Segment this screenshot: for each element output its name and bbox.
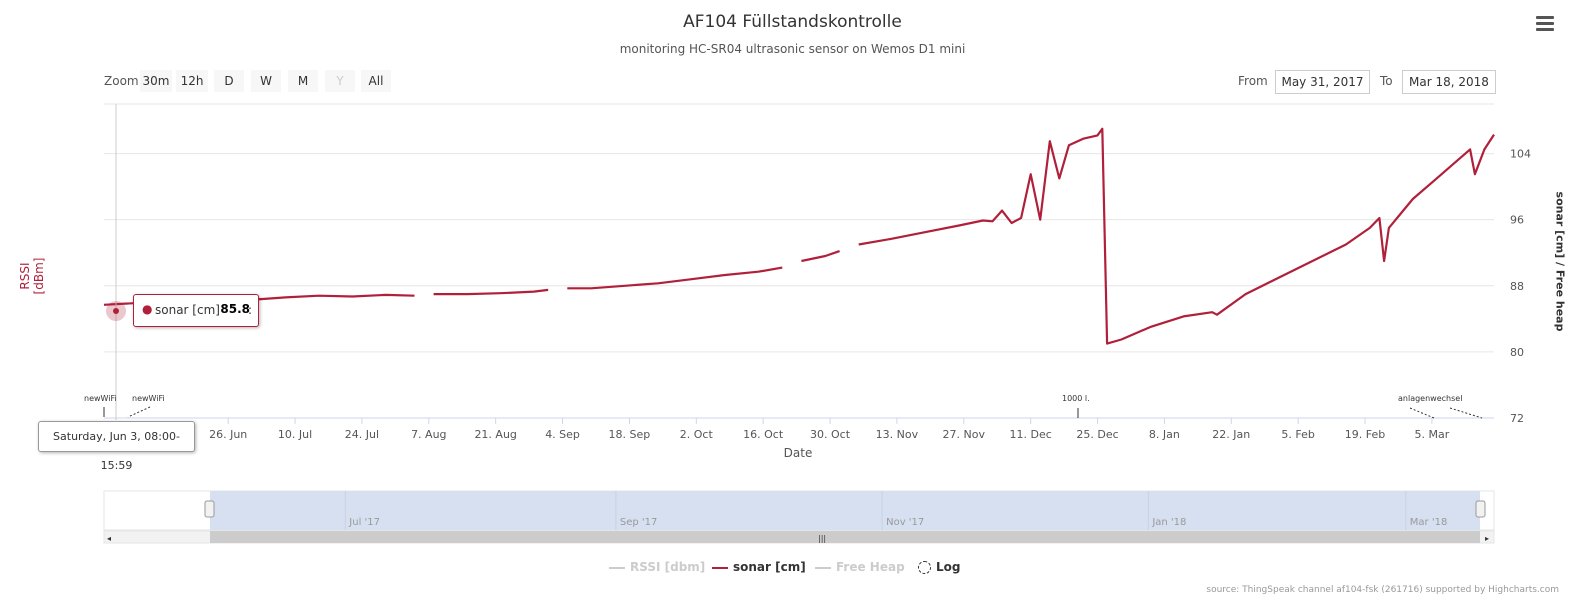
flag-newwifi-2: newWiFi [132,394,165,403]
zoom-button-30m[interactable]: 30m [140,70,172,92]
x-axis-title: Date [784,446,813,460]
sonar-series[interactable] [103,127,1495,345]
legend-circle-icon [918,561,931,574]
zoom-button-year[interactable]: Y [325,70,355,92]
navigator-handle-right[interactable] [1475,500,1486,518]
legend-item-log[interactable]: Log [918,560,960,574]
hover-point [113,308,119,314]
zoom-button-all[interactable]: All [361,70,391,92]
flag-anlagenwechsel: anlagenwechsel [1398,394,1462,403]
sonar-line-segment-5[interactable] [858,127,1495,345]
navigator-label: Jul '17 [348,517,380,528]
range-to-input[interactable]: Mar 18, 2018 [1402,70,1496,94]
y-tick-label: 88 [1510,280,1524,293]
scroll-left-arrow-icon[interactable]: ◂ [107,534,111,543]
x-tick-label: 27. Nov [943,428,986,441]
x-tick-label: 21. Aug [474,428,516,441]
x-tick-label: 5. Feb [1281,428,1314,441]
x-tick-label: 13. Nov [876,428,919,441]
sonar-line-segment-2[interactable] [433,288,549,296]
y-tick-label: 80 [1510,346,1524,359]
navigator-label: Sep '17 [620,517,658,528]
legend-line-icon [609,566,625,569]
date-tooltip: Saturday, Jun 3, 08:00-15:59 [38,421,195,472]
tooltip-series-name: sonar [cm] [155,303,220,317]
legend-line-icon [815,566,831,569]
scroll-right-arrow-icon[interactable]: ▸ [1485,534,1489,543]
navigator-label: Jan '18 [1151,517,1186,528]
x-tick-label: 25. Dec [1076,428,1118,441]
scrollbar-thumb[interactable] [210,531,1480,543]
x-axis: 26. Jun 10. Jul 24. Jul 7. Aug 21. Aug 4. Sep… [104,417,1494,441]
x-tick-label: 7. Aug [411,428,446,441]
grid-lines [104,103,1494,419]
range-to-label: To [1380,74,1393,88]
legend-item-rssi[interactable]: RSSI [dbm] [609,560,705,574]
legend-line-icon [712,566,728,569]
data-tooltip: ● sonar [cm] : 85.8 [133,294,259,327]
flag-markers: newWiFi newWiFi 1000 l. anlagenwechsel [84,394,1483,419]
scrollbar-grip-icon: ||| [818,534,826,543]
x-tick-label: 4. Sep [545,428,580,441]
y-tick-label: 96 [1510,214,1524,227]
x-tick-label: 5. Mar [1415,428,1450,441]
tooltip-series-dot-icon: ● [142,302,153,316]
zoom-label: Zoom [104,74,139,88]
legend-item-sonar[interactable]: sonar [cm] [712,560,806,574]
chart-subtitle: monitoring HC-SR04 ultrasonic sensor on … [619,42,966,56]
navigator[interactable]: Jul '17 Sep '17 Nov '17 Jan '18 Mar '18 ◂ ▸ … [103,490,1495,544]
credits[interactable]: source: ThingSpeak channel af104-fsk (26… [1206,585,1559,595]
navigator-label: Nov '17 [886,517,924,528]
range-from-label: From [1238,74,1268,88]
sonar-line-segment-4[interactable] [801,250,840,263]
zoom-button-day[interactable]: D [214,70,244,92]
x-tick-label: 16. Oct [743,428,784,441]
zoom-button-12h[interactable]: 12h [176,70,208,92]
x-tick-label: 10. Jul [278,428,312,441]
zoom-button-month[interactable]: M [288,70,318,92]
x-tick-label: 22. Jan [1212,428,1250,441]
y-axis-right: 72 80 88 96 104 [1510,148,1531,425]
y-tick-label: 72 [1510,412,1524,425]
x-tick-label: 11. Dec [1010,428,1052,441]
flag-newwifi-1: newWiFi [84,394,117,403]
flag-1000l: 1000 l. [1062,394,1090,403]
x-tick-label: 26. Jun [209,428,247,441]
x-tick-label: 2. Oct [680,428,714,441]
legend-item-free-heap[interactable]: Free Heap [815,560,905,574]
x-tick-label: 8. Jan [1149,428,1180,441]
zoom-button-week[interactable]: W [251,70,281,92]
hamburger-menu-icon[interactable] [1536,16,1554,32]
sonar-line-segment-3[interactable] [567,266,783,290]
navigator-label: Mar '18 [1410,517,1448,528]
y-tick-label: 104 [1510,148,1531,161]
x-tick-label: 30. Oct [810,428,851,441]
x-tick-label: 19. Feb [1345,428,1385,441]
navigator-selection[interactable] [210,491,1480,530]
x-tick-label: 18. Sep [609,428,651,441]
chart-title: AF104 Füllstandskontrolle [683,12,902,32]
x-tick-label: 24. Jul [345,428,379,441]
tooltip-value: 85.8 [220,302,250,316]
range-from-input[interactable]: May 31, 2017 [1275,70,1370,94]
navigator-handle-left[interactable] [204,500,215,518]
